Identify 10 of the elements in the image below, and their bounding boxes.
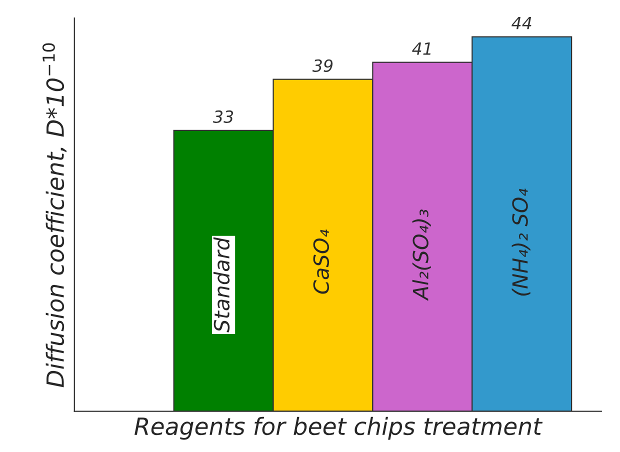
x-tick-label: Standard	[213, 237, 230, 332]
data-label: 41	[412, 42, 430, 55]
data-label: 39	[312, 59, 333, 72]
x-tick-label: Al₂(SO₄)₃	[412, 209, 431, 301]
x-tick-label: (NH₄)₂ SO₄	[512, 188, 530, 296]
x-axis-title: Reagents for beet chips treatment	[134, 416, 543, 440]
y-axis-title: Diffusion coefficient, D*10$^{−10}$	[42, 43, 66, 388]
data-label: 44	[512, 17, 532, 30]
data-label: 33	[212, 110, 234, 124]
x-tick-label: CaSO₄	[313, 230, 330, 294]
